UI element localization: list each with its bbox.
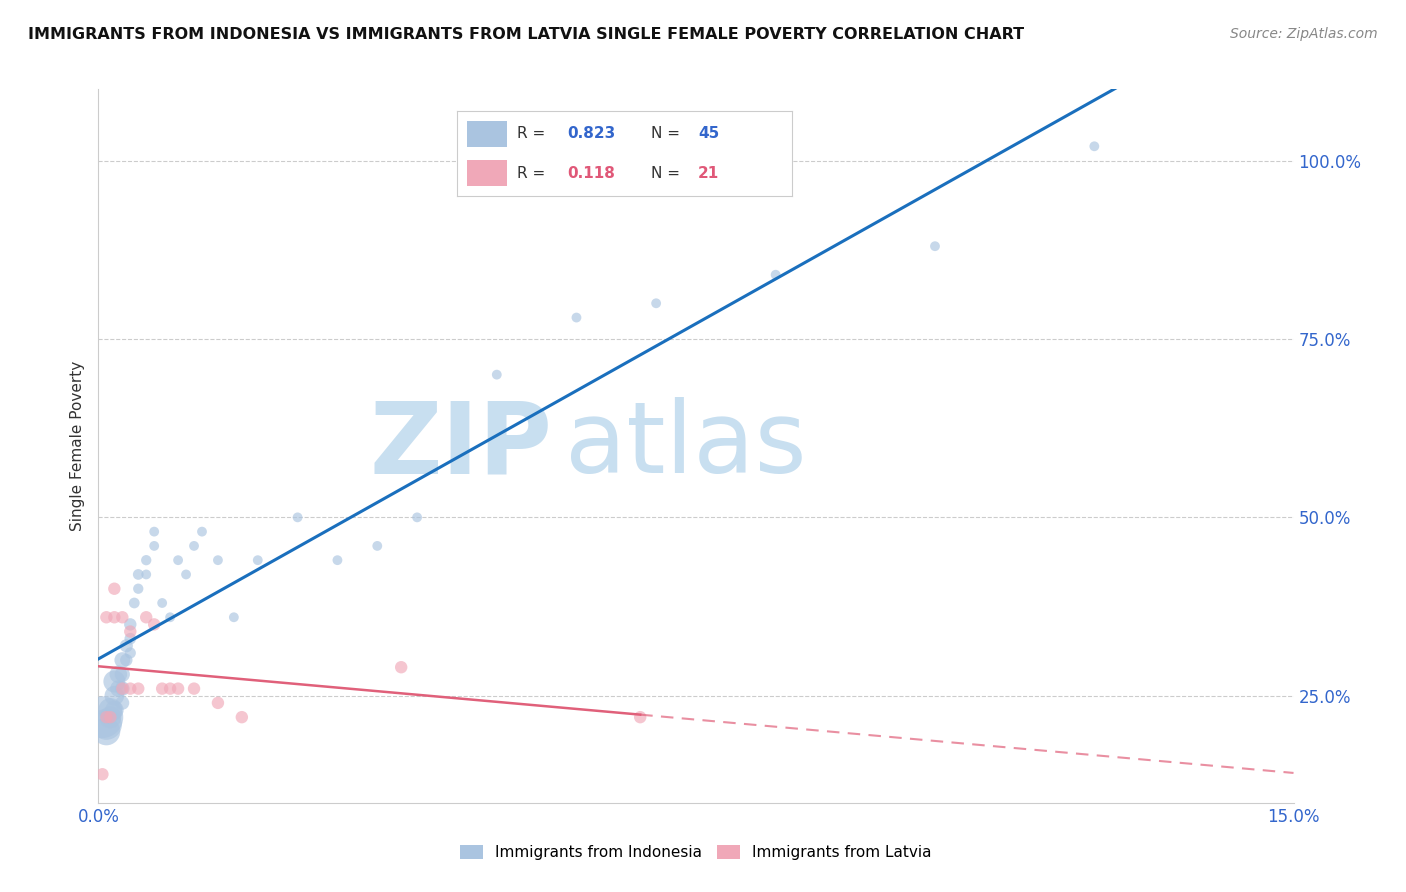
Point: [135, 553, 157, 567]
Point: [96, 610, 118, 624]
Point: [103, 610, 125, 624]
Point: [91, 767, 114, 781]
Point: [326, 553, 349, 567]
Point: [98, 710, 122, 724]
Point: [111, 667, 134, 681]
Point: [96, 710, 118, 724]
Text: IMMIGRANTS FROM INDONESIA VS IMMIGRANTS FROM LATVIA SINGLE FEMALE POVERTY CORREL: IMMIGRANTS FROM INDONESIA VS IMMIGRANTS …: [28, 27, 1024, 42]
Point: [246, 553, 269, 567]
Point: [111, 681, 134, 696]
Point: [222, 610, 245, 624]
Point: [96, 717, 118, 731]
Point: [174, 567, 197, 582]
Point: [167, 681, 190, 696]
Point: [159, 681, 181, 696]
Point: [124, 596, 146, 610]
Point: [191, 524, 214, 539]
Point: [96, 724, 118, 739]
Point: [207, 553, 229, 567]
Point: [150, 681, 173, 696]
Point: [107, 667, 129, 681]
Point: [127, 567, 149, 582]
Point: [1083, 139, 1105, 153]
Point: [120, 681, 142, 696]
Text: Source: ZipAtlas.com: Source: ZipAtlas.com: [1230, 27, 1378, 41]
Point: [120, 646, 142, 660]
Point: [103, 674, 125, 689]
Point: [120, 624, 142, 639]
Point: [115, 639, 138, 653]
Point: [103, 582, 125, 596]
Point: [159, 610, 181, 624]
Y-axis label: Single Female Poverty: Single Female Poverty: [69, 361, 84, 531]
Point: [135, 567, 157, 582]
Point: [127, 582, 149, 596]
Point: [389, 660, 412, 674]
Point: [103, 703, 125, 717]
Point: [120, 617, 142, 632]
Legend: Immigrants from Indonesia, Immigrants from Latvia: Immigrants from Indonesia, Immigrants fr…: [454, 839, 938, 866]
Point: [98, 703, 122, 717]
Point: [207, 696, 229, 710]
Point: [287, 510, 309, 524]
Point: [645, 296, 668, 310]
Point: [127, 681, 149, 696]
Point: [765, 268, 787, 282]
Point: [183, 681, 205, 696]
Point: [98, 710, 122, 724]
Point: [485, 368, 508, 382]
Point: [91, 710, 114, 724]
Point: [111, 610, 134, 624]
Point: [924, 239, 946, 253]
Point: [143, 524, 166, 539]
Point: [115, 653, 138, 667]
Point: [111, 653, 134, 667]
Point: [143, 539, 166, 553]
Point: [143, 617, 166, 632]
Point: [565, 310, 588, 325]
Point: [111, 696, 134, 710]
Point: [183, 539, 205, 553]
Point: [231, 710, 253, 724]
Point: [135, 610, 157, 624]
Point: [103, 689, 125, 703]
Point: [111, 681, 134, 696]
Point: [628, 710, 651, 724]
Text: ZIP: ZIP: [370, 398, 553, 494]
Point: [107, 681, 129, 696]
Point: [366, 539, 388, 553]
Point: [406, 510, 429, 524]
Text: atlas: atlas: [565, 398, 806, 494]
Point: [120, 632, 142, 646]
Point: [167, 553, 190, 567]
Point: [150, 596, 173, 610]
